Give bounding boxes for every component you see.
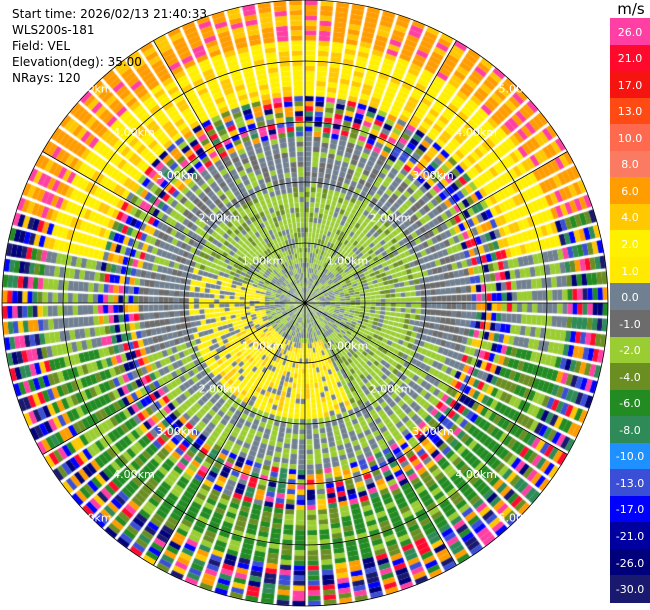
colorbar-tick-label: 26.0 [617,25,643,39]
colorbar-tick-label: -6.0 [619,397,641,411]
colorbar-swatch [610,442,650,471]
colorbar-swatch [610,177,650,205]
range-ring-label: 4.00km [455,126,497,139]
colorbar-swatch [610,230,650,258]
colorbar-tick-label: -26.0 [615,556,645,570]
colorbar-tick-label: 13.0 [617,105,643,119]
colorbar-tick-label: -1.0 [619,317,641,331]
colorbar-tick-label: 4.0 [621,211,639,225]
azimuth-line [153,40,306,304]
scan-info: Start time: 2026/02/13 21:40:33 WLS200s-… [12,6,207,86]
colorbar: 26.0 21.0 17.0 13.0 10.0 8.0 6.0 4.0 2.0 1.0 0.0 -1… [610,18,650,603]
colorbar-tick-label: -21.0 [615,529,645,543]
colorbar-swatch [610,71,650,99]
range-ring-label: 2.00km [370,211,412,224]
colorbar-tick-label: 1.0 [621,264,639,278]
range-ring-label: 3.00km [156,425,198,438]
range-ring-overlay: 1.00km 1.00km 1.00km 1.00km 2.00km 2.00km 2.00… [1,0,609,607]
range-ring-label: 4.00km [113,126,155,139]
colorbar-swatch [610,363,650,391]
range-ring-label: 3.00km [412,425,454,438]
colorbar-swatch [610,522,650,550]
range-ring-label: 4.00km [113,468,155,481]
colorbar-tick-label: 6.0 [621,184,639,198]
colorbar-unit: m/s [617,0,645,18]
range-ring-label: 1.00km [242,255,284,268]
colorbar-swatch [610,469,650,497]
start-time-label: Start time: 2026/02/13 21:40:33 [12,7,207,21]
range-ring-label: 5.00km [498,83,540,96]
colorbar-swatch [610,416,650,444]
elevation-label: Elevation(deg): 35.00 [12,55,142,69]
range-ring-label: 4.00km [455,468,497,481]
range-ring-label: 1.00km [242,339,284,352]
range-ring-label: 1.00km [327,255,369,268]
nrays-label: NRays: 120 [12,71,81,85]
azimuth-line [42,302,306,455]
colorbar-swatch [610,124,650,152]
colorbar-swatch [610,575,650,603]
range-ring-label: 2.00km [199,211,241,224]
azimuth-line [42,151,306,304]
colorbar-tick-label: -13.0 [615,476,645,490]
colorbar-swatch [610,18,650,46]
colorbar-tick-label: 21.0 [617,52,643,66]
colorbar-swatch [610,336,650,365]
field-label: Field: VEL [12,39,71,53]
colorbar-tick-label: -2.0 [619,344,641,358]
colorbar-swatch [610,44,650,73]
azimuth-line [304,151,568,304]
range-ring-label: 5.00km [498,511,540,524]
range-ring-label: 5.00km [70,511,112,524]
range-ring-label: 3.00km [156,169,198,182]
colorbar-tick-label: 8.0 [621,158,639,172]
instrument-label: WLS200s-181 [12,23,95,37]
range-ring-label: 5.00km [70,83,112,96]
colorbar-tick-label: 0.0 [621,291,639,305]
colorbar-tick-label: -10.0 [615,450,645,464]
range-ring-label: 1.00km [327,339,369,352]
azimuth-line [304,40,457,304]
colorbar-swatch [610,495,650,524]
range-ring-label: 2.00km [370,383,412,396]
range-ring-label: 3.00km [412,169,454,182]
azimuth-line [304,302,457,566]
colorbar-tick-label: -8.0 [619,423,641,437]
colorbar-swatch [610,283,650,311]
colorbar-swatch [610,548,650,577]
colorbar-swatch [610,256,650,285]
colorbar-swatch [610,310,650,338]
colorbar-swatch [610,150,650,179]
colorbar-swatch [610,97,650,126]
range-ring-label: 2.00km [199,383,241,396]
colorbar-swatch [610,203,650,232]
colorbar-tick-label: -30.0 [615,583,645,597]
colorbar-tick-label: -17.0 [615,503,645,517]
colorbar-tick-label: 2.0 [621,237,639,251]
azimuth-line [304,302,568,455]
azimuth-line [153,302,306,566]
colorbar-tick-label: 10.0 [617,131,643,145]
colorbar-swatch [610,389,650,418]
colorbar-tick-label: 17.0 [617,78,643,92]
colorbar-tick-label: -4.0 [619,370,641,384]
